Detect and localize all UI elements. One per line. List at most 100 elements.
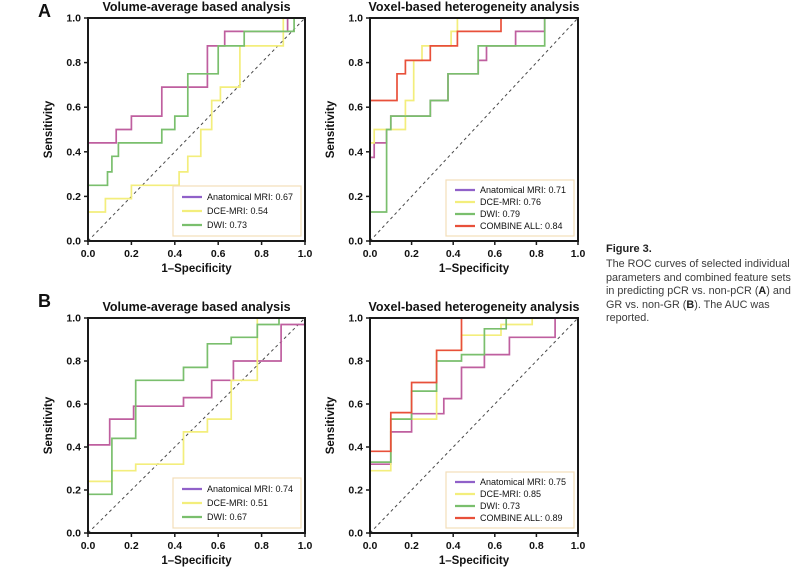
legend-label-anatomical-mri: Anatomical MRI: 0.71 (480, 185, 566, 195)
y-tick-label: 0.2 (348, 485, 363, 497)
y-tick-label: 0.4 (66, 442, 81, 454)
diagonal-reference-line (369, 317, 579, 534)
y-tick-label: 0.8 (66, 57, 81, 69)
plot-frame (87, 17, 306, 242)
y-tick-label: 1.0 (66, 13, 81, 25)
x-tick-label: 1.0 (571, 540, 586, 552)
diagonal-reference-line (87, 317, 306, 534)
plot-frame (87, 317, 306, 534)
figure-caption: Figure 3. The ROC curves of selected ind… (606, 243, 798, 326)
y-tick-label: 0.6 (348, 102, 363, 114)
x-tick-label: 0.0 (81, 248, 96, 260)
caption-body: The ROC curves of selected individual pa… (606, 258, 798, 326)
legend-label-anatomical-mri: Anatomical MRI: 0.75 (480, 477, 566, 487)
x-tick-label: 0.0 (363, 248, 378, 260)
y-axis-label: Sensitivity (325, 396, 337, 454)
x-tick-label: 0.0 (363, 540, 378, 552)
roc-curve-combine-all (369, 317, 578, 533)
legend-label-combine-all: COMBINE ALL: 0.84 (480, 221, 563, 231)
legend: Anatomical MRI: 0.71 DCE-MRI: 0.76 DWI: 0.… (445, 179, 575, 237)
roc-curve-dwi (369, 17, 578, 241)
y-tick-label: 0.0 (66, 528, 81, 540)
y-tick-label: 0.0 (348, 528, 363, 540)
y-tick-label: 0.4 (348, 146, 363, 158)
x-axis-label: 1–Specificity (439, 555, 510, 567)
legend-label-combine-all: COMBINE ALL: 0.89 (480, 513, 563, 523)
plot-frame (369, 17, 579, 242)
x-tick-label: 0.0 (81, 540, 96, 552)
panel-b-label: B (38, 291, 51, 311)
caption-text: ). The AUC was reported. (606, 298, 770, 325)
y-tick-label: 0.0 (348, 236, 363, 248)
legend-label-dce-mri: DCE-MRI: 0.85 (480, 489, 541, 499)
x-tick-label: 0.4 (167, 248, 182, 260)
x-axis-label: 1–Specificity (161, 555, 232, 567)
diagonal-reference-line (369, 17, 579, 242)
x-tick-label: 0.2 (124, 248, 139, 260)
legend-label-dwi: DWI: 0.73 (207, 220, 247, 230)
roc-curve-dwi (87, 317, 305, 533)
x-tick-label: 0.8 (529, 540, 544, 552)
roc-curve-anatomical-mri (87, 318, 306, 533)
legend-label-anatomical-mri: Anatomical MRI: 0.67 (207, 192, 293, 202)
y-tick-label: 1.0 (348, 13, 363, 25)
roc-curve-combine-all (369, 17, 578, 241)
caption-text: The ROC curves of selected individual pa… (606, 258, 791, 297)
x-tick-label: 0.6 (487, 540, 502, 552)
y-tick-label: 0.8 (66, 356, 81, 368)
plot-frame (369, 317, 579, 534)
legend-label-dce-mri: DCE-MRI: 0.76 (480, 197, 541, 207)
caption-panel-ref: A (758, 285, 767, 297)
plot-title: Voxel-based heterogeneity analysis (369, 300, 580, 314)
legend: Anatomical MRI: 0.75 DCE-MRI: 0.85 DWI: 0.… (445, 471, 575, 529)
y-tick-label: 0.6 (66, 399, 81, 411)
y-tick-label: 1.0 (348, 313, 363, 325)
y-axis-label: Sensitivity (43, 396, 55, 454)
y-tick-label: 0.6 (348, 399, 363, 411)
x-tick-label: 0.8 (254, 248, 269, 260)
caption-title: Figure 3. (606, 243, 652, 255)
y-tick-label: 0.8 (348, 356, 363, 368)
x-tick-label: 1.0 (571, 248, 586, 260)
legend-label-dce-mri: DCE-MRI: 0.54 (207, 206, 268, 216)
y-tick-label: 0.6 (66, 102, 81, 114)
x-axis-label: 1–Specificity (161, 263, 232, 275)
caption-panel-ref: B (686, 298, 695, 311)
roc-curve-dce-mri (87, 17, 305, 241)
roc-plot-b-voxel-heterogeneity: Voxel-based heterogeneity analysis 0.0 0.2… (325, 300, 586, 567)
plot-title: Voxel-based heterogeneity analysis (369, 0, 580, 14)
legend-label-anatomical-mri: Anatomical MRI: 0.74 (207, 484, 293, 494)
x-tick-label: 0.2 (124, 540, 139, 552)
x-tick-label: 0.6 (487, 248, 502, 260)
panel-a-label: A (38, 1, 51, 21)
legend: Anatomical MRI: 0.67 DCE-MRI: 0.54 DWI: 0.… (172, 185, 302, 237)
x-tick-label: 1.0 (298, 248, 313, 260)
legend-label-dwi: DWI: 0.79 (480, 209, 520, 219)
plot-title: Volume-average based analysis (102, 300, 290, 314)
x-tick-label: 1.0 (298, 540, 313, 552)
y-tick-label: 0.2 (348, 191, 363, 203)
y-tick-label: 0.2 (66, 191, 81, 203)
y-tick-label: 0.4 (348, 442, 363, 454)
legend: Anatomical MRI: 0.74 DCE-MRI: 0.51 DWI: 0.… (172, 477, 302, 529)
legend-label-dce-mri: DCE-MRI: 0.51 (207, 498, 268, 508)
y-tick-label: 0.0 (66, 236, 81, 248)
x-tick-label: 0.2 (404, 248, 419, 260)
y-axis-label: Sensitivity (43, 100, 55, 158)
y-tick-label: 0.2 (66, 485, 81, 497)
roc-plot-a-voxel-heterogeneity: Voxel-based heterogeneity analysis 0.0 0.2… (325, 0, 586, 275)
x-tick-label: 0.6 (211, 248, 226, 260)
x-tick-label: 0.8 (529, 248, 544, 260)
roc-curve-dwi (87, 17, 305, 241)
x-tick-label: 0.4 (446, 248, 461, 260)
diagonal-reference-line (87, 17, 306, 242)
x-tick-label: 0.8 (254, 540, 269, 552)
x-tick-label: 0.4 (167, 540, 182, 552)
legend-label-dwi: DWI: 0.67 (207, 512, 247, 522)
y-tick-label: 1.0 (66, 313, 81, 325)
roc-plot-a-volume-average: Volume-average based analysis 0.0 0.2 0.4 0.… (43, 0, 313, 275)
roc-plot-b-volume-average: Volume-average based analysis 0.0 0.2 0.4 0.… (43, 300, 313, 567)
legend-label-dwi: DWI: 0.73 (480, 501, 520, 511)
caption-text: ) and GR vs. non-GR ( (606, 285, 791, 311)
